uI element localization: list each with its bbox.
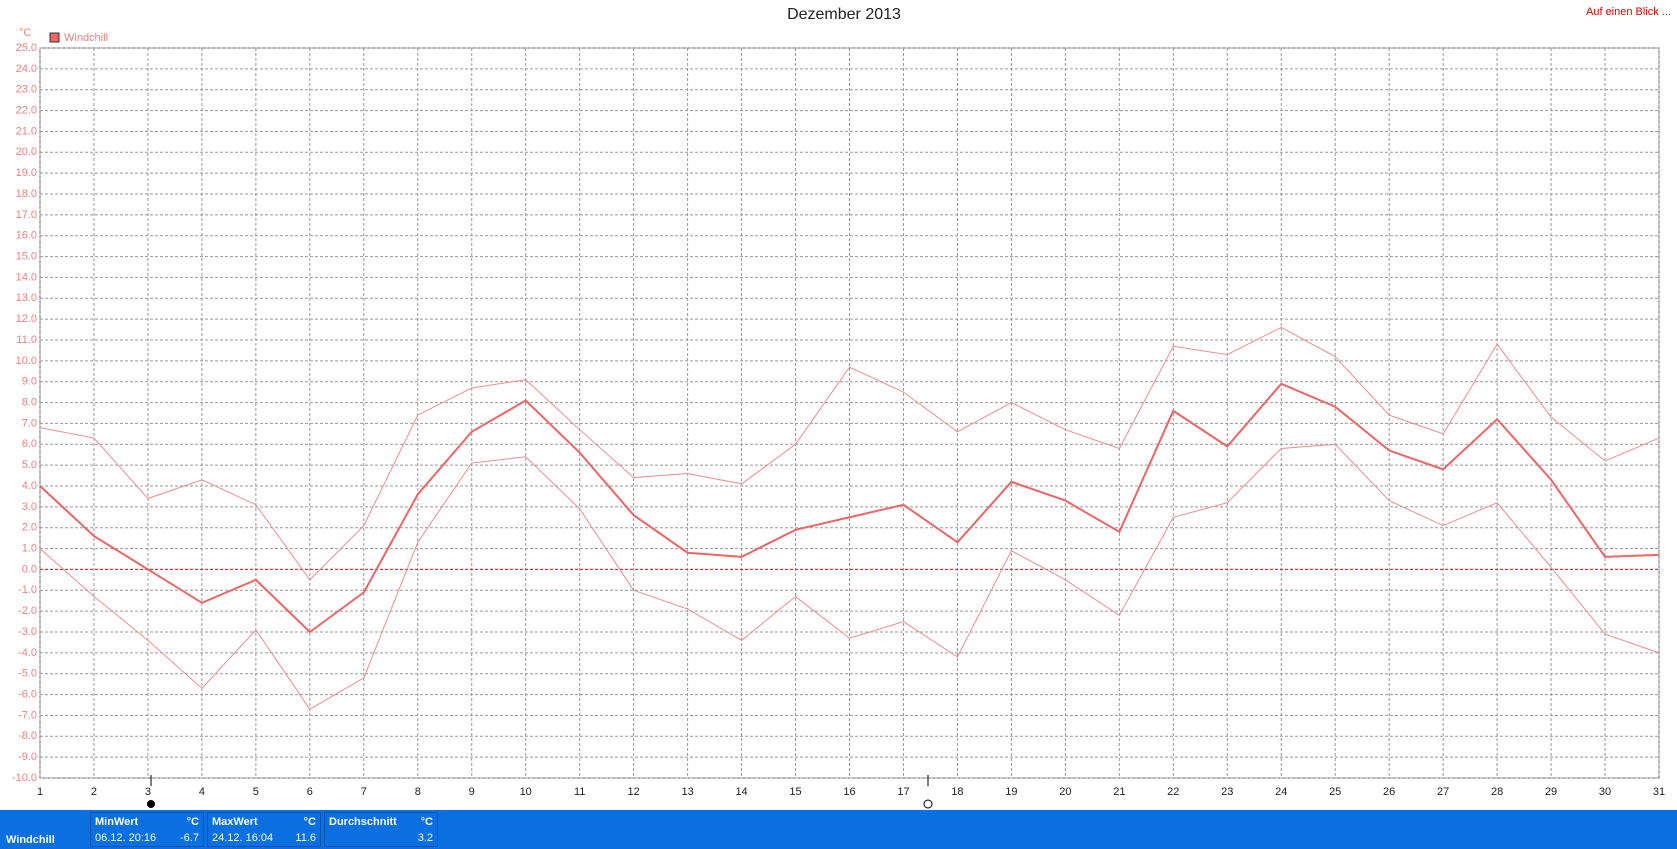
- x-tick-label: 31: [1653, 786, 1665, 798]
- x-tick-label: 30: [1599, 786, 1611, 798]
- x-tick-label: 4: [199, 786, 205, 798]
- y-tick-label: 12.0: [16, 313, 37, 325]
- y-tick-label: 9.0: [22, 376, 37, 388]
- y-tick-label: -3.0: [18, 626, 37, 638]
- y-tick-label: 17.0: [16, 209, 37, 221]
- y-tick-label: -1.0: [18, 584, 37, 596]
- x-tick-label: 8: [415, 786, 421, 798]
- y-tick-label: 2.0: [22, 522, 37, 534]
- x-tick-label: 3: [145, 786, 151, 798]
- y-tick-label: 7.0: [22, 417, 37, 429]
- y-tick-label: -10.0: [12, 772, 37, 784]
- y-tick-label: -4.0: [18, 647, 37, 659]
- x-tick-label: 5: [253, 786, 259, 798]
- summary-t: MinWert: [95, 816, 139, 828]
- series-line: [39, 382, 1660, 634]
- series-line: [39, 326, 1660, 581]
- y-tick-label: 0.0: [22, 563, 37, 575]
- x-tick-label: 16: [843, 786, 855, 798]
- chart-title: Dezember 2013: [787, 6, 901, 23]
- y-tick-label: 24.0: [16, 63, 37, 75]
- y-tick-label: 20.0: [16, 146, 37, 158]
- y-tick-label: 14.0: [16, 271, 37, 283]
- x-tick-label: 15: [789, 786, 801, 798]
- summary-cell: MaxWert °C 24.12. 16:04 11.6: [207, 812, 321, 847]
- x-tick-label: 29: [1545, 786, 1557, 798]
- y-tick-label: 15.0: [16, 250, 37, 262]
- summary-tm: 24.12. 16:04: [212, 832, 274, 844]
- summary-cell: MinWert °C 06.12. 20:16 -6.7: [90, 812, 204, 847]
- y-axis-unit: °C: [19, 27, 31, 39]
- y-tick-label: 10.0: [16, 355, 37, 367]
- x-tick-label: 6: [307, 786, 313, 798]
- y-tick-label: -7.0: [18, 709, 37, 721]
- y-tick-label: -8.0: [18, 730, 37, 742]
- y-tick-label: 18.0: [16, 188, 37, 200]
- summary-t: Durchschnitt: [329, 816, 397, 828]
- marker-dot: [923, 799, 933, 809]
- x-tick-label: 9: [469, 786, 475, 798]
- x-tick-label: 10: [520, 786, 532, 798]
- x-tick-label: 1: [37, 786, 43, 798]
- legend-label: Windchill: [64, 32, 108, 44]
- marker-dot: [147, 800, 155, 808]
- x-tick-label: 28: [1491, 786, 1503, 798]
- y-tick-label: 13.0: [16, 292, 37, 304]
- series-line: [39, 443, 1660, 710]
- x-tick-label: 26: [1383, 786, 1395, 798]
- y-tick-label: 6.0: [22, 438, 37, 450]
- summary-t: MaxWert: [212, 816, 258, 828]
- chart: Dezember 2013 Auf einen Blick ... °C -10…: [12, 6, 1671, 809]
- y-tick-label: 3.0: [22, 501, 37, 513]
- x-tick-label: 27: [1437, 786, 1449, 798]
- y-tick-label: 4.0: [22, 480, 37, 492]
- legend-swatch: [49, 32, 60, 43]
- x-tick-label: 2: [91, 786, 97, 798]
- summary-v: -6.7: [180, 832, 199, 844]
- x-tick-label: 18: [951, 786, 963, 798]
- summary-bar: Windchill MinWert °C 06.12. 20:16 -6.7 MaxWe…: [0, 810, 1677, 849]
- summary-u: °C: [186, 816, 199, 828]
- y-tick-label: 16.0: [16, 230, 37, 242]
- summary-u: °C: [303, 816, 316, 828]
- y-tick-label: -5.0: [18, 668, 37, 680]
- x-tick-label: 17: [897, 786, 909, 798]
- y-tick-label: 1.0: [22, 542, 37, 554]
- summary-cell: Durchschnitt °C 3.2: [324, 812, 438, 847]
- x-tick-label: 21: [1113, 786, 1125, 798]
- x-tick-label: 24: [1275, 786, 1287, 798]
- x-tick-label: 13: [681, 786, 693, 798]
- corner-link[interactable]: Auf einen Blick ...: [1586, 6, 1671, 18]
- x-tick-label: 11: [574, 786, 585, 798]
- x-tick-label: 19: [1005, 786, 1017, 798]
- x-tick-label: 25: [1329, 786, 1341, 798]
- y-tick-label: 25.0: [16, 42, 37, 54]
- y-tick-label: 5.0: [22, 459, 37, 471]
- x-tick-label: 14: [735, 786, 747, 798]
- summary-v: 11.6: [295, 832, 316, 844]
- x-tick-label: 22: [1167, 786, 1179, 798]
- summary-label: Windchill: [6, 834, 55, 846]
- y-tick-label: -6.0: [18, 688, 37, 700]
- y-tick-label: 22.0: [16, 104, 37, 116]
- summary-tm: 06.12. 20:16: [95, 832, 157, 844]
- y-tick-label: 11.0: [16, 334, 37, 346]
- x-tick-label: 23: [1221, 786, 1233, 798]
- x-tick-label: 20: [1059, 786, 1071, 798]
- y-tick-label: 8.0: [22, 396, 37, 408]
- y-tick-label: -9.0: [18, 751, 37, 763]
- y-tick-label: -2.0: [18, 605, 37, 617]
- x-tick-label: 12: [628, 786, 640, 798]
- x-tick-label: 7: [361, 786, 367, 798]
- summary-v: 3.2: [417, 832, 433, 844]
- y-tick-label: 23.0: [16, 84, 37, 96]
- y-tick-label: 19.0: [16, 167, 37, 179]
- summary-u: °C: [420, 816, 433, 828]
- y-tick-label: 21.0: [16, 125, 37, 137]
